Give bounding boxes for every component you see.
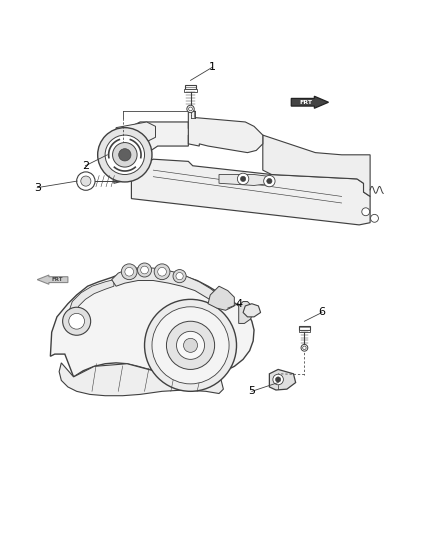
Polygon shape xyxy=(114,122,193,183)
Circle shape xyxy=(145,300,237,391)
Text: 6: 6 xyxy=(318,308,325,318)
Text: 1: 1 xyxy=(209,62,216,72)
Polygon shape xyxy=(243,304,261,317)
Circle shape xyxy=(240,176,246,182)
Circle shape xyxy=(81,176,91,186)
Circle shape xyxy=(176,272,183,280)
Polygon shape xyxy=(208,286,234,310)
Circle shape xyxy=(119,149,131,161)
Circle shape xyxy=(267,179,272,184)
Circle shape xyxy=(125,268,134,276)
Circle shape xyxy=(105,135,145,174)
Circle shape xyxy=(173,270,186,282)
Polygon shape xyxy=(188,111,263,152)
Circle shape xyxy=(98,128,152,182)
Polygon shape xyxy=(239,302,253,324)
Circle shape xyxy=(121,264,137,280)
Circle shape xyxy=(184,338,198,352)
Circle shape xyxy=(189,107,192,111)
Circle shape xyxy=(264,175,275,187)
Circle shape xyxy=(69,313,85,329)
Circle shape xyxy=(63,307,91,335)
Circle shape xyxy=(113,142,137,167)
Polygon shape xyxy=(112,268,228,308)
Bar xyxy=(299,330,310,332)
Circle shape xyxy=(177,332,205,359)
Circle shape xyxy=(154,264,170,280)
Text: 2: 2 xyxy=(82,161,89,171)
Circle shape xyxy=(273,374,283,385)
Polygon shape xyxy=(68,280,114,314)
Circle shape xyxy=(152,307,229,384)
Circle shape xyxy=(187,105,194,112)
Circle shape xyxy=(276,377,281,382)
Polygon shape xyxy=(116,122,155,142)
Circle shape xyxy=(301,344,308,351)
Text: FRT: FRT xyxy=(51,277,63,282)
Circle shape xyxy=(303,346,306,350)
Circle shape xyxy=(77,172,95,190)
Polygon shape xyxy=(50,270,254,377)
Polygon shape xyxy=(59,363,223,395)
Circle shape xyxy=(141,266,148,274)
Polygon shape xyxy=(37,275,68,284)
Polygon shape xyxy=(131,159,370,225)
Circle shape xyxy=(362,208,370,216)
Text: FRT: FRT xyxy=(300,100,312,105)
Text: 4: 4 xyxy=(235,298,242,309)
Polygon shape xyxy=(219,174,272,185)
Bar xyxy=(185,85,196,90)
Circle shape xyxy=(166,321,215,369)
Text: 3: 3 xyxy=(34,183,41,192)
Circle shape xyxy=(371,214,378,222)
Circle shape xyxy=(158,268,166,276)
Polygon shape xyxy=(269,369,296,390)
Polygon shape xyxy=(291,96,328,108)
Circle shape xyxy=(237,173,249,184)
Circle shape xyxy=(138,263,152,277)
Bar xyxy=(299,326,310,330)
Polygon shape xyxy=(263,135,370,197)
Text: 5: 5 xyxy=(248,386,255,397)
Bar xyxy=(184,90,197,92)
